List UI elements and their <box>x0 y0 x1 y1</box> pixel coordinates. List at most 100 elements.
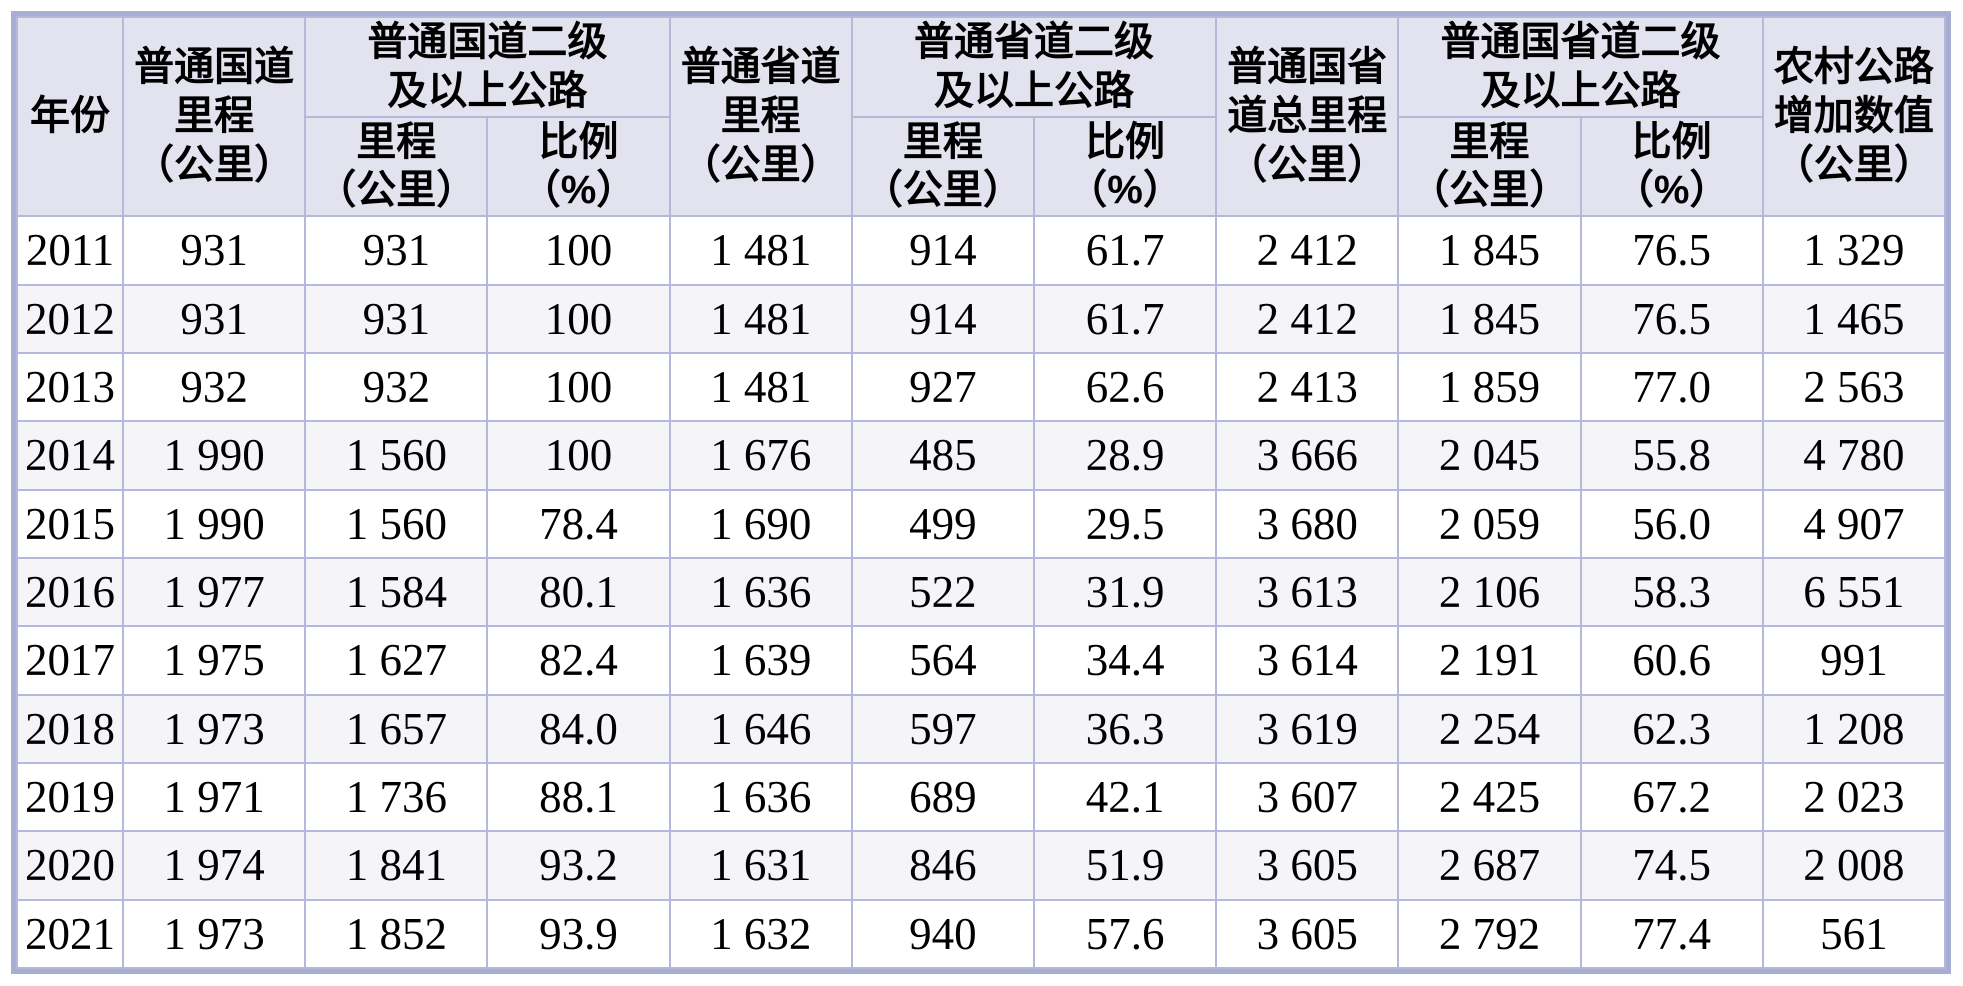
value-cell: 1 329 <box>1761 215 1947 286</box>
value-cell: 1 973 <box>122 693 307 764</box>
value-cell: 931 <box>304 283 489 354</box>
value-cell: 1 646 <box>668 693 853 764</box>
year-cell: 2014 <box>15 420 125 491</box>
table-row: 2019 1 971 1 736 88.1 1 636 689 42.1 3 607 2 425… <box>15 761 1947 833</box>
value-cell: 42.1 <box>1032 761 1218 833</box>
value-cell: 60.6 <box>1579 625 1764 696</box>
value-cell: 940 <box>850 898 1035 970</box>
value-cell: 2 023 <box>1761 761 1947 833</box>
value-cell: 1 977 <box>122 556 307 628</box>
value-cell: 57.6 <box>1032 898 1218 970</box>
highway-mileage-table: 年份 普通国道 里程 （公里） 普通国道二级 及以上公路 普通省道 里程 （公里… <box>15 15 1947 970</box>
value-cell: 4 780 <box>1761 420 1947 491</box>
table-row: 2021 1 973 1 852 93.9 1 632 940 57.6 3 605 2 792… <box>15 898 1947 970</box>
value-cell: 84.0 <box>486 693 671 764</box>
year-cell: 2015 <box>15 488 125 559</box>
value-cell: 1 481 <box>668 215 853 286</box>
value-cell: 931 <box>122 283 307 354</box>
value-cell: 2 687 <box>1397 830 1582 901</box>
value-cell: 1 974 <box>122 830 307 901</box>
value-cell: 1 631 <box>668 830 853 901</box>
value-cell: 499 <box>850 488 1035 559</box>
subheader-national-class2-mileage: 里程 （公里） <box>304 115 489 218</box>
value-cell: 2 008 <box>1761 830 1947 901</box>
value-cell: 61.7 <box>1032 215 1218 286</box>
value-cell: 1 584 <box>304 556 489 628</box>
value-cell: 1 676 <box>668 420 853 491</box>
value-cell: 2 412 <box>1215 215 1400 286</box>
value-cell: 3 613 <box>1215 556 1400 628</box>
value-cell: 88.1 <box>486 761 671 833</box>
value-cell: 4 907 <box>1761 488 1947 559</box>
table-row: 2012 931 931 100 1 481 914 61.7 2 412 1 845 76.5 1… <box>15 283 1947 354</box>
value-cell: 62.3 <box>1579 693 1764 764</box>
value-cell: 77.0 <box>1579 351 1764 423</box>
value-cell: 931 <box>122 215 307 286</box>
value-cell: 1 845 <box>1397 283 1582 354</box>
value-cell: 3 607 <box>1215 761 1400 833</box>
value-cell: 2 413 <box>1215 351 1400 423</box>
year-cell: 2020 <box>15 830 125 901</box>
value-cell: 78.4 <box>486 488 671 559</box>
value-cell: 93.2 <box>486 830 671 901</box>
subheader-provincial-class2-mileage: 里程 （公里） <box>850 115 1035 218</box>
value-cell: 100 <box>486 351 671 423</box>
value-cell: 689 <box>850 761 1035 833</box>
value-cell: 1 560 <box>304 488 489 559</box>
value-cell: 3 605 <box>1215 898 1400 970</box>
value-cell: 56.0 <box>1579 488 1764 559</box>
header-year: 年份 <box>15 15 125 218</box>
table-body: 2011 931 931 100 1 481 914 61.7 2 412 1 845 76.5 1… <box>15 215 1947 970</box>
value-cell: 55.8 <box>1579 420 1764 491</box>
value-cell: 1 632 <box>668 898 853 970</box>
year-cell: 2013 <box>15 351 125 423</box>
value-cell: 846 <box>850 830 1035 901</box>
value-cell: 3 666 <box>1215 420 1400 491</box>
value-cell: 1 975 <box>122 625 307 696</box>
value-cell: 564 <box>850 625 1035 696</box>
value-cell: 1 990 <box>122 488 307 559</box>
value-cell: 1 845 <box>1397 215 1582 286</box>
value-cell: 2 059 <box>1397 488 1582 559</box>
value-cell: 62.6 <box>1032 351 1218 423</box>
subheader-provincial-class2-ratio: 比例 （%） <box>1032 115 1218 218</box>
value-cell: 1 990 <box>122 420 307 491</box>
value-cell: 597 <box>850 693 1035 764</box>
value-cell: 1 208 <box>1761 693 1947 764</box>
year-cell: 2016 <box>15 556 125 628</box>
table-row: 2016 1 977 1 584 80.1 1 636 522 31.9 3 613 2 106… <box>15 556 1947 628</box>
value-cell: 51.9 <box>1032 830 1218 901</box>
value-cell: 1 636 <box>668 556 853 628</box>
value-cell: 67.2 <box>1579 761 1764 833</box>
value-cell: 3 605 <box>1215 830 1400 901</box>
value-cell: 1 973 <box>122 898 307 970</box>
value-cell: 522 <box>850 556 1035 628</box>
value-cell: 77.4 <box>1579 898 1764 970</box>
header-group-total-class2: 普通国省道二级 及以上公路 <box>1397 16 1764 118</box>
value-cell: 58.3 <box>1579 556 1764 628</box>
subheader-total-class2-mileage: 里程 （公里） <box>1397 115 1582 218</box>
value-cell: 76.5 <box>1579 283 1764 354</box>
header-national-road-mileage: 普通国道 里程 （公里） <box>122 15 307 218</box>
value-cell: 93.9 <box>486 898 671 970</box>
value-cell: 1 690 <box>668 488 853 559</box>
table-row: 2011 931 931 100 1 481 914 61.7 2 412 1 845 76.5 1… <box>15 215 1947 286</box>
table-row: 2015 1 990 1 560 78.4 1 690 499 29.5 3 680 2 059… <box>15 488 1947 559</box>
value-cell: 927 <box>850 351 1035 423</box>
header-group-national-class2: 普通国道二级 及以上公路 <box>304 16 671 118</box>
value-cell: 2 563 <box>1761 351 1947 423</box>
value-cell: 561 <box>1761 898 1947 970</box>
value-cell: 3 614 <box>1215 625 1400 696</box>
value-cell: 100 <box>486 215 671 286</box>
value-cell: 1 627 <box>304 625 489 696</box>
value-cell: 2 792 <box>1397 898 1582 970</box>
value-cell: 1 639 <box>668 625 853 696</box>
value-cell: 2 191 <box>1397 625 1582 696</box>
header-total-mileage: 普通国省 道总里程 （公里） <box>1215 15 1400 218</box>
table-row: 2014 1 990 1 560 100 1 676 485 28.9 3 666 2 045 5… <box>15 420 1947 491</box>
table-row: 2020 1 974 1 841 93.2 1 631 846 51.9 3 605 2 687… <box>15 830 1947 901</box>
value-cell: 991 <box>1761 625 1947 696</box>
value-cell: 1 736 <box>304 761 489 833</box>
value-cell: 1 560 <box>304 420 489 491</box>
year-cell: 2021 <box>15 898 125 970</box>
